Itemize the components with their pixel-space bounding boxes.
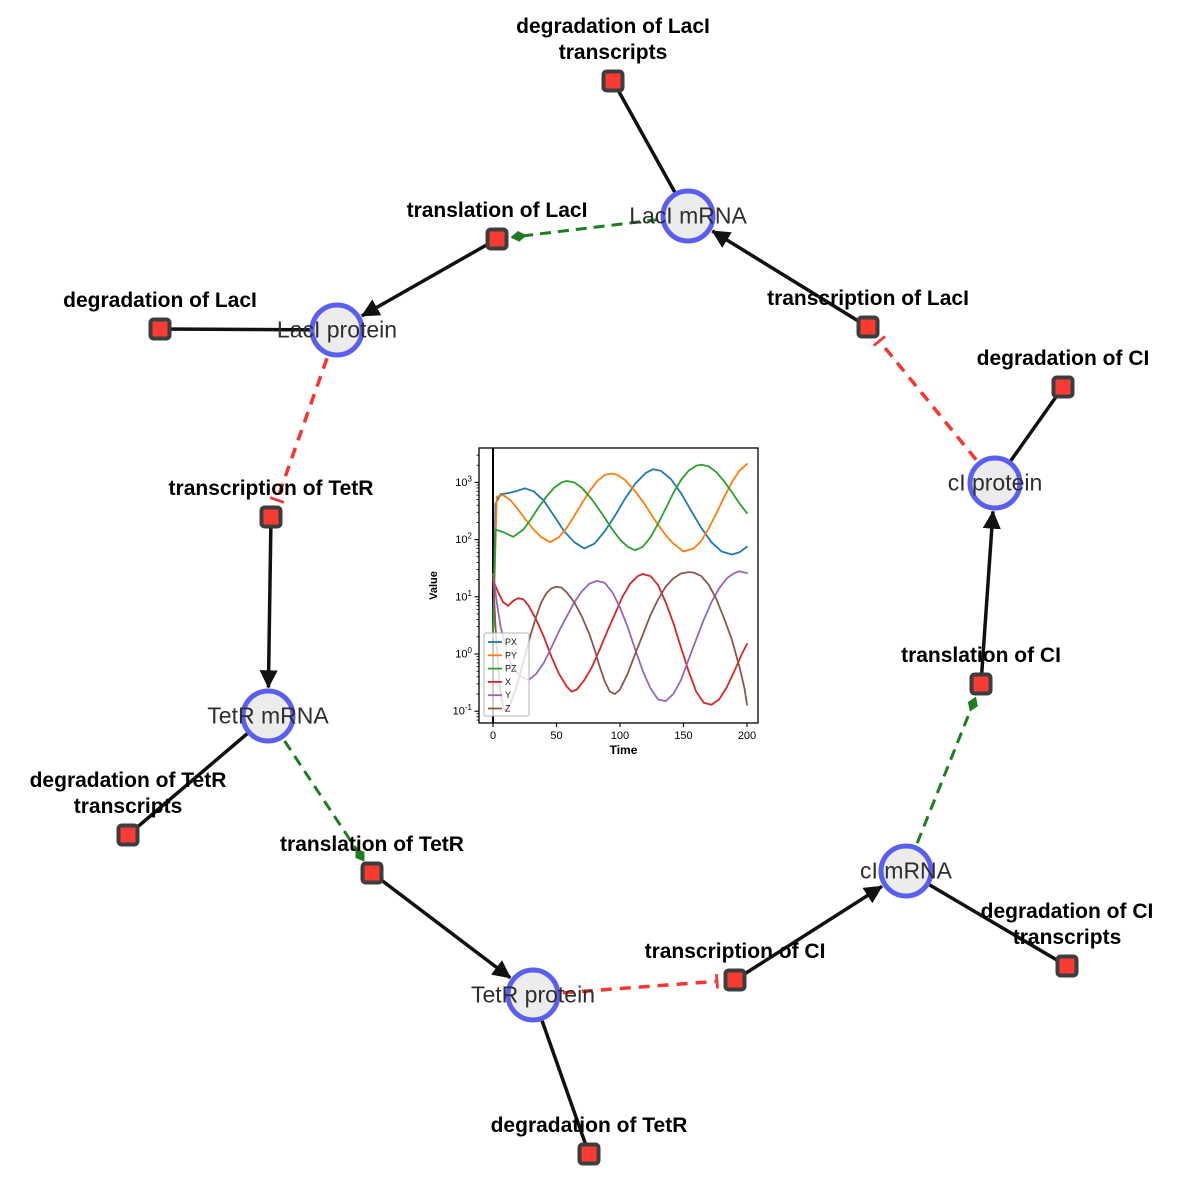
reaction-label-deg-tetR: degradation of TetR	[491, 1113, 688, 1139]
chart-series-X	[492, 573, 748, 706]
reaction-label-transcription-tetR: transcription of TetR	[169, 476, 374, 502]
reaction-label-line: transcription of CI	[644, 940, 826, 963]
reaction-label-deg-cI-transcripts: degradation of CI transcripts	[981, 899, 1154, 951]
reaction-node-deg-tetR[interactable]	[577, 1142, 601, 1166]
reaction-label-line: degradation of LacI	[516, 15, 710, 38]
reaction-label-translation-lacI: translation of LacI	[407, 198, 588, 224]
reaction-node-translation-cI[interactable]	[969, 672, 993, 696]
reaction-label-line: degradation of TetR	[490, 1114, 688, 1137]
reaction-label-deg-tetR-transcripts: degradation of TetR transcripts	[30, 768, 227, 820]
reaction-label-line: degradation of LacI	[63, 289, 257, 312]
chart-plot-box	[478, 447, 759, 724]
y-tick-label: 100	[455, 646, 472, 661]
y-tick-label: 102	[455, 532, 472, 547]
species-label-lacI-protein: LacI protein	[276, 316, 398, 343]
legend-label-PZ: PZ	[505, 664, 517, 674]
reaction-label-translation-cI: translation of CI	[901, 643, 1061, 669]
x-axis-label: Time	[610, 743, 638, 757]
reaction-label-line: transcripts	[558, 41, 668, 64]
reaction-node-transcription-cI[interactable]	[723, 968, 747, 992]
reaction-node-translation-tetR[interactable]	[360, 861, 384, 885]
reaction-label-deg-cI: degradation of CI	[977, 346, 1150, 372]
reaction-node-translation-lacI[interactable]	[485, 227, 509, 251]
reaction-label-line: transcription of TetR	[168, 477, 374, 500]
y-tick-label: 101	[455, 589, 472, 604]
reaction-node-deg-tetR-transcripts[interactable]	[116, 823, 140, 847]
species-label-cI-mRNA: cI mRNA	[860, 857, 952, 884]
edge-production-translation-lacI-to-lacI-protein	[360, 237, 498, 318]
inset-chart-background	[424, 434, 770, 760]
reaction-label-line: translation of CI	[901, 644, 1061, 667]
chart-series-PY	[492, 463, 748, 638]
reaction-label-deg-lacI: degradation of LacI	[63, 288, 257, 314]
reaction-label-transcription-lacI: transcription of LacI	[767, 286, 969, 312]
reaction-label-line: degradation of TetR	[29, 769, 227, 792]
species-label-lacI-mRNA: LacI mRNA	[629, 202, 747, 229]
reaction-node-deg-cI[interactable]	[1051, 375, 1075, 399]
reaction-label-line: degradation of CI	[976, 347, 1150, 370]
edge-production-transcription-tetR-to-tetR-mRNA	[259, 516, 278, 689]
reaction-node-transcription-tetR[interactable]	[259, 505, 283, 529]
edge-inhibition-cI-protein-to-transcription-lacI	[872, 335, 978, 461]
chart-series-Z	[492, 571, 748, 713]
y-axis-label: Value	[428, 571, 440, 600]
reaction-label-deg-lacI-transcripts: degradation of LacI transcripts	[516, 14, 710, 66]
reaction-node-transcription-lacI[interactable]	[856, 315, 880, 339]
legend-label-PX: PX	[505, 637, 517, 647]
chart-legend-box	[483, 632, 530, 717]
reaction-label-line: translation of LacI	[406, 199, 588, 222]
reaction-label-transcription-cI: transcription of CI	[645, 939, 826, 965]
reaction-label-line: translation of TetR	[280, 833, 464, 856]
reaction-label-translation-tetR: translation of TetR	[280, 832, 464, 858]
edge-production-transcription-cI-to-cI-mRNA	[734, 884, 883, 982]
reaction-label-line: transcripts	[1012, 926, 1122, 949]
x-tick-label: 50	[550, 730, 562, 742]
x-tick-label: 0	[490, 730, 496, 742]
reaction-node-deg-lacI-transcripts[interactable]	[601, 69, 625, 93]
x-tick-label: 100	[611, 730, 629, 742]
reaction-label-line: transcription of LacI	[767, 287, 969, 310]
x-tick-label: 150	[674, 730, 692, 742]
y-tick-label: 10-1	[453, 703, 473, 718]
chart-series-PZ	[492, 463, 748, 638]
reaction-label-line: degradation of CI	[980, 900, 1154, 923]
edge-production-transcription-lacI-to-lacI-mRNA	[711, 229, 869, 329]
reaction-node-deg-cI-transcripts[interactable]	[1055, 954, 1079, 978]
reaction-node-deg-lacI[interactable]	[148, 317, 172, 341]
reaction-label-line: transcripts	[73, 795, 183, 818]
x-tick-label: 200	[738, 730, 756, 742]
edge-modifier-cI-mRNA-to-translation-cI	[915, 696, 978, 844]
legend-label-Z: Z	[505, 704, 511, 714]
y-tick-label: 103	[455, 474, 472, 489]
legend-label-PY: PY	[505, 650, 517, 660]
species-label-tetR-protein: TetR protein	[470, 981, 596, 1008]
chart-series-PX	[492, 468, 748, 638]
legend-label-Y: Y	[505, 690, 511, 700]
chart-series-Y	[492, 570, 748, 702]
edge-production-translation-tetR-to-tetR-protein	[370, 871, 512, 980]
legend-label-X: X	[505, 677, 511, 687]
species-label-cI-protein: cI protein	[947, 469, 1043, 496]
species-label-tetR-mRNA: TetR mRNA	[207, 702, 329, 729]
